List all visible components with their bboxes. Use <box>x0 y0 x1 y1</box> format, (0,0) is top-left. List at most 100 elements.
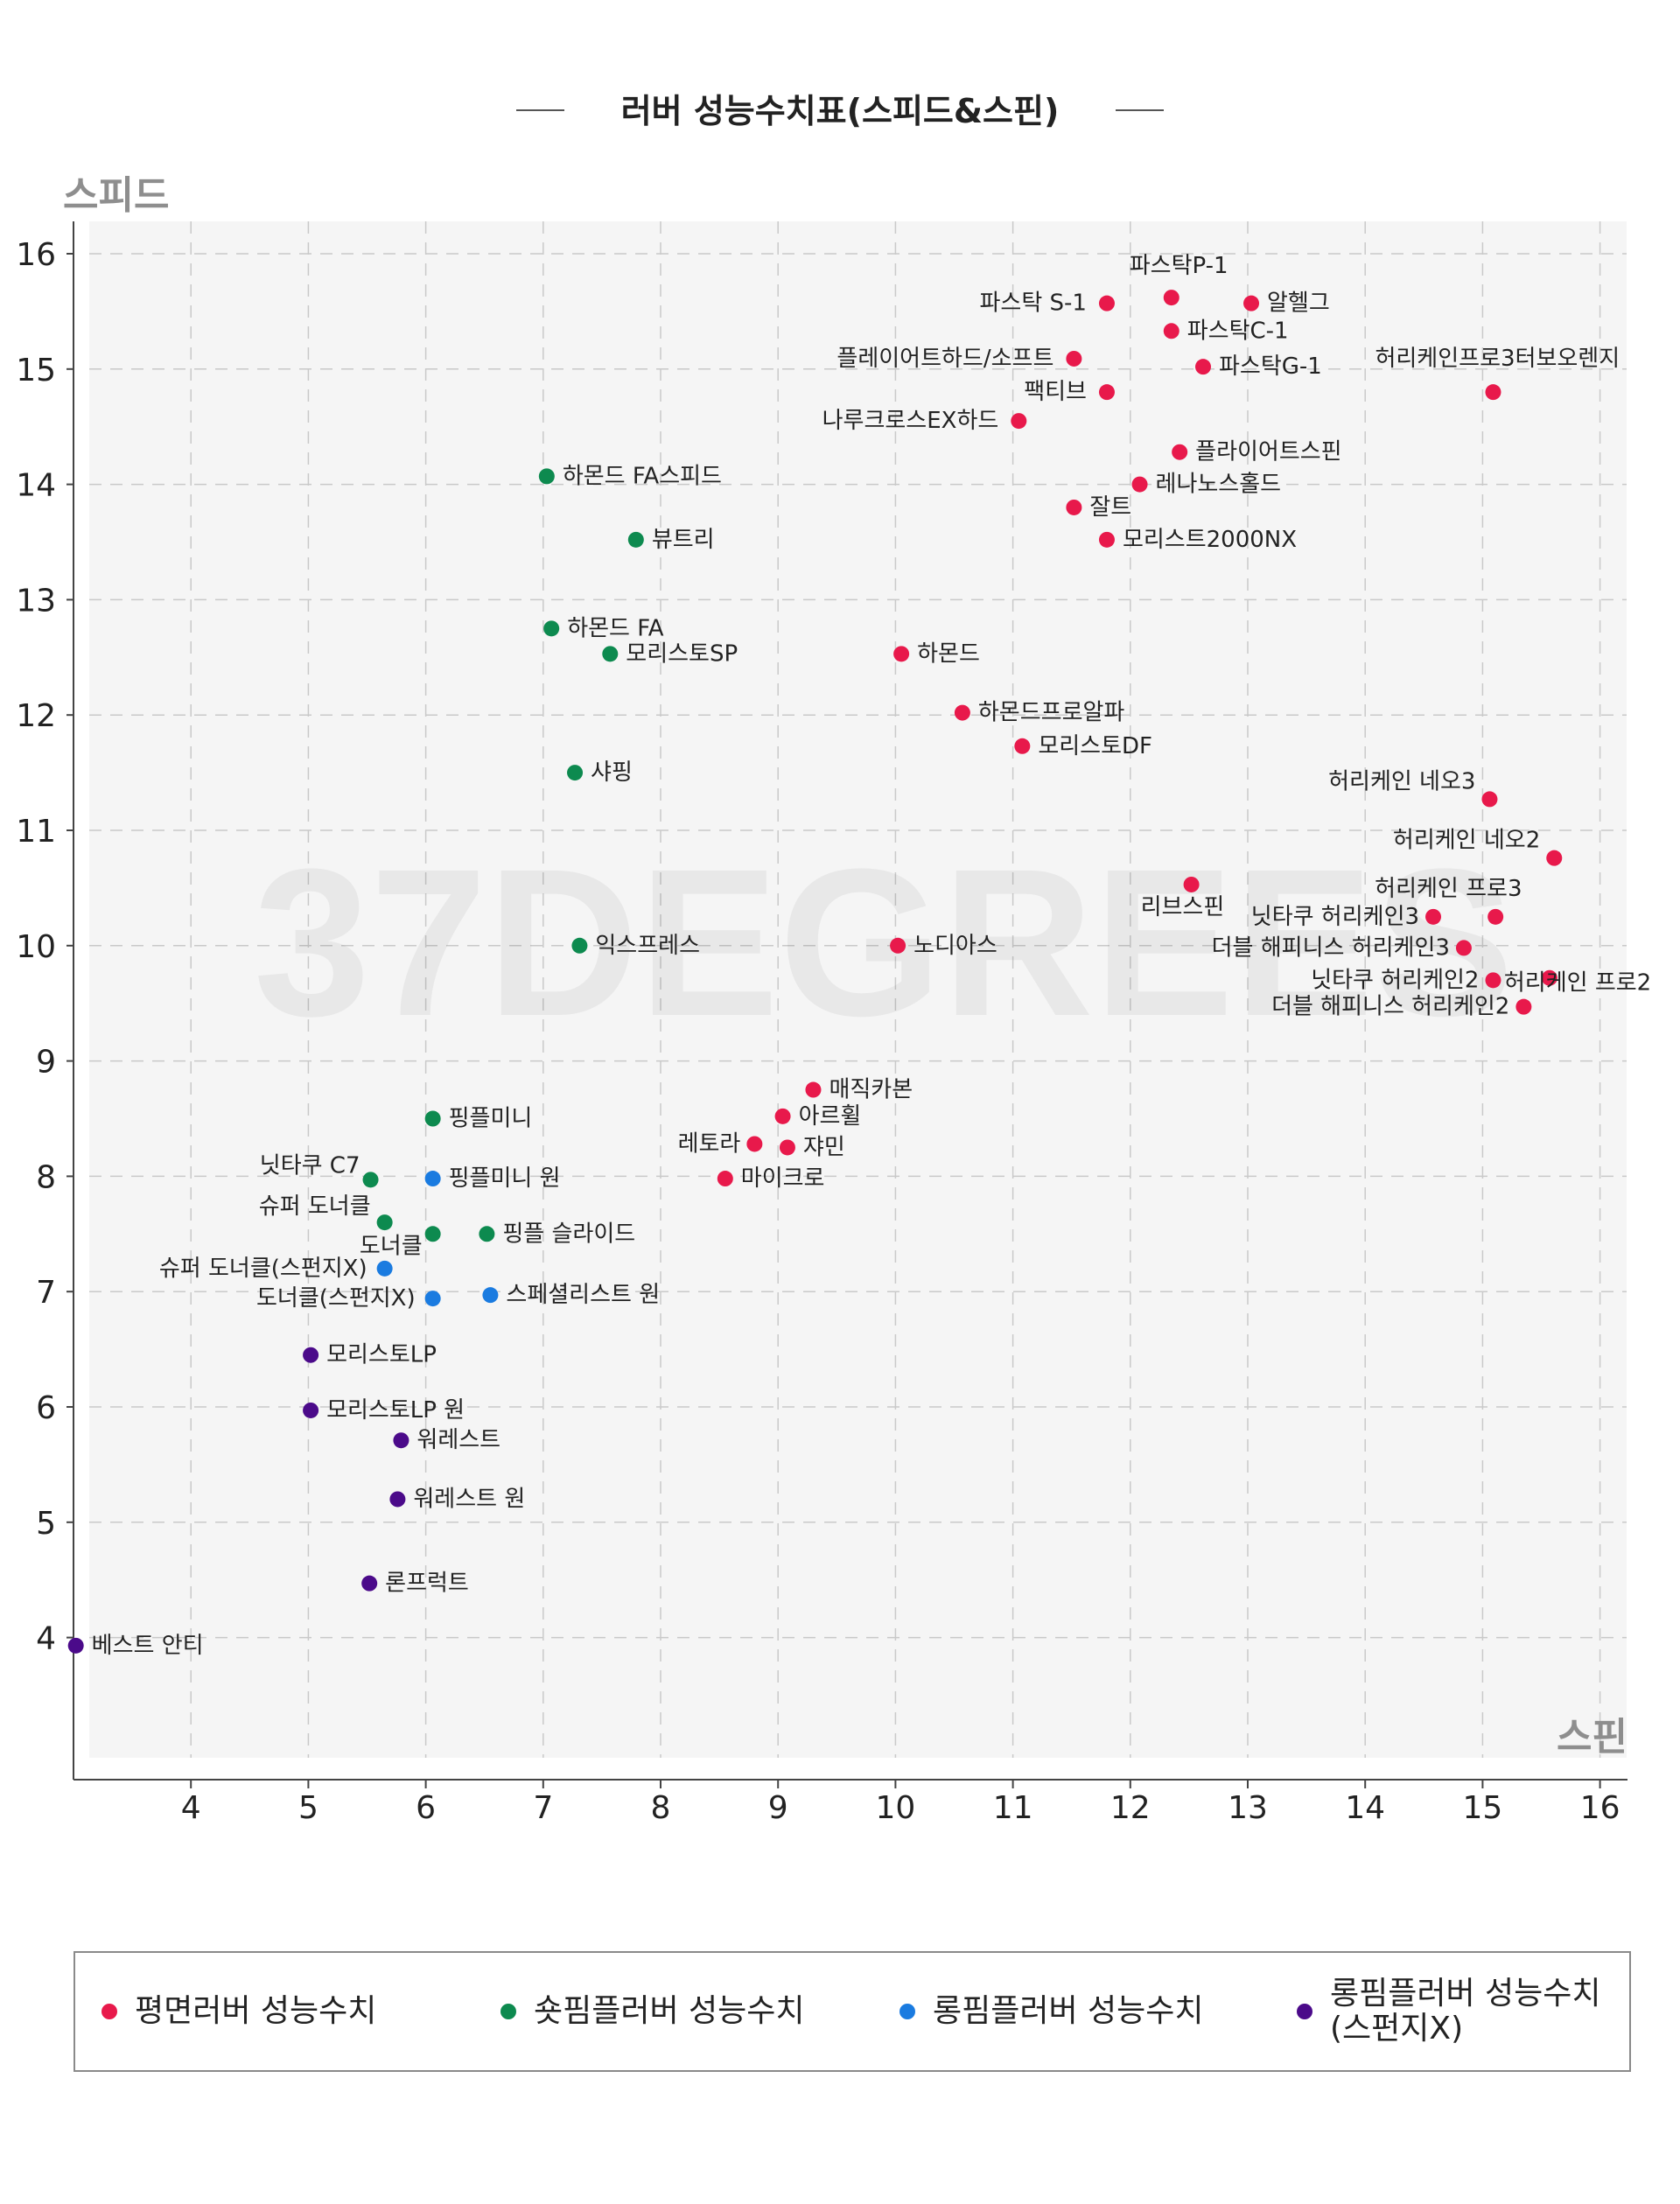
data-point <box>1425 908 1442 925</box>
data-point-label: 허리케인 네오2 <box>1393 828 1540 854</box>
data-point <box>1488 908 1504 925</box>
data-point-label: 더블 해피니스 허리케인3 <box>1212 934 1450 961</box>
x-tick-label: 4 <box>181 1790 201 1826</box>
data-point-label: 익스프레스 <box>595 933 700 959</box>
data-point-label: 슈퍼 도너클 <box>259 1193 371 1220</box>
x-axis-label: 스핀 <box>1557 1715 1628 1760</box>
y-tick-label: 16 <box>16 237 56 273</box>
x-tick-label: 6 <box>416 1790 436 1826</box>
x-tick-label: 16 <box>1580 1790 1620 1826</box>
x-tick-label: 7 <box>533 1790 553 1826</box>
data-point <box>376 1214 393 1231</box>
data-point-label: 워레스트 <box>416 1427 500 1453</box>
legend-marker-long-pimple <box>900 2004 915 2019</box>
data-point-label: 매직카본 <box>829 1077 913 1103</box>
x-tick-label: 12 <box>1110 1790 1151 1826</box>
data-point <box>1172 444 1188 460</box>
data-point-label: 하몬드 FA스피드 <box>563 463 722 489</box>
x-tick-label: 15 <box>1462 1790 1502 1826</box>
legend-item-long-pimple: 롱핌플러버 성능수치 <box>900 1994 1204 2029</box>
data-point-label: 핑플 슬라이드 <box>502 1221 635 1247</box>
legend-marker-flat-rubber <box>102 2004 117 2019</box>
chart-title-group: 러버 성능수치표(스피드&스핀) <box>516 92 1164 130</box>
data-point <box>954 704 970 721</box>
data-point-label: 허리케인 프로2 <box>1504 970 1651 997</box>
legend-label-long-pimple-no-sponge: 롱핌플러버 성능수치 (스펀지X) <box>1330 1976 1601 2047</box>
data-point-label: 닛타쿠 허리케인2 <box>1311 967 1479 993</box>
x-tick-label: 8 <box>651 1790 671 1826</box>
data-point <box>424 1291 441 1307</box>
data-point-label: 레토라 <box>678 1130 741 1157</box>
legend-label-short-pimple: 숏핌플러버 성능수치 <box>534 1993 805 2029</box>
data-point <box>1541 969 1558 986</box>
data-point <box>1098 384 1115 401</box>
data-point-label: 모리스토LP <box>326 1342 437 1368</box>
data-point <box>362 1172 379 1188</box>
data-point <box>1066 350 1082 367</box>
data-point <box>774 1108 791 1124</box>
data-point <box>1098 531 1115 548</box>
y-tick-label: 5 <box>36 1506 56 1542</box>
y-tick-label: 13 <box>16 583 56 619</box>
data-point-label: 파스탁P-1 <box>1130 253 1228 279</box>
x-tick-label: 11 <box>993 1790 1033 1826</box>
data-point <box>482 1287 499 1304</box>
y-tick-label: 8 <box>36 1159 56 1195</box>
data-point-label: 샤핑 <box>591 759 633 786</box>
data-point <box>361 1575 378 1592</box>
data-point <box>376 1260 393 1277</box>
data-point-label: 뷰트리 <box>652 527 715 553</box>
data-point <box>1485 384 1502 401</box>
y-tick-label: 10 <box>16 929 56 965</box>
data-point <box>567 765 584 781</box>
legend-item-long-pimple-no-sponge: 롱핌플러버 성능수치 (스펀지X) <box>1297 1977 1601 2047</box>
data-point-label: 파스탁 S-1 <box>980 290 1087 317</box>
data-point-label: 론프럭트 <box>385 1571 469 1597</box>
data-point-label: 핑플미니 <box>449 1106 533 1132</box>
legend-marker-short-pimple <box>500 2004 516 2019</box>
data-point <box>890 937 906 954</box>
data-point-label: 닛타쿠 허리케인3 <box>1251 904 1419 930</box>
data-point-label: 더블 해피니스 허리케인2 <box>1271 994 1509 1020</box>
y-tick-label: 11 <box>16 814 56 850</box>
legend: 평면러버 성능수치 숏핌플러버 성능수치 롱핌플러버 성능수치 롱핌플러버 성능… <box>74 1951 1631 2072</box>
data-point-label: 모리스토DF <box>1038 733 1152 759</box>
data-point <box>1098 295 1115 311</box>
x-tick-label: 10 <box>875 1790 915 1826</box>
data-point <box>303 1402 319 1418</box>
x-tick-label: 9 <box>768 1790 788 1826</box>
data-point-label: 알헬그 <box>1267 290 1330 317</box>
data-point-label: 모리스트2000NX <box>1123 527 1297 553</box>
data-point <box>1481 791 1498 808</box>
data-point <box>1163 323 1180 339</box>
data-point <box>1243 295 1260 311</box>
data-point <box>893 646 910 662</box>
data-point-label: 스페셜리스트 원 <box>506 1282 660 1308</box>
data-point <box>571 937 588 954</box>
data-point-label: 레나노스홀드 <box>1156 472 1282 498</box>
y-tick-label: 7 <box>36 1275 56 1311</box>
watermark: 37DEGREES <box>254 825 1515 1060</box>
data-point-label: 하몬드 <box>917 640 980 667</box>
data-point <box>1066 499 1082 515</box>
data-point <box>627 531 644 548</box>
y-tick-label: 9 <box>36 1045 56 1081</box>
data-point-label: 하몬드프로알파 <box>978 700 1125 726</box>
data-point-label: 쟈민 <box>803 1134 845 1160</box>
data-point-label: 팩티브 <box>1024 379 1087 405</box>
data-point-label: 마이크로 <box>741 1165 825 1192</box>
data-point-label: 아르휠 <box>799 1103 862 1130</box>
data-point <box>1014 738 1031 754</box>
data-point <box>602 646 619 662</box>
data-point-label: 모리스토SP <box>626 640 738 667</box>
data-point <box>1485 972 1502 989</box>
data-point-label: 도너클 <box>360 1233 423 1259</box>
chart-title: 러버 성능수치표(스피드&스핀) <box>621 92 1060 130</box>
legend-label-long-pimple: 롱핌플러버 성능수치 <box>933 1993 1204 2029</box>
data-point <box>389 1491 406 1508</box>
legend-marker-long-pimple-no-sponge <box>1297 2004 1312 2019</box>
data-point <box>1455 940 1472 956</box>
data-point <box>1546 850 1563 866</box>
data-point-label: 나루크로스EX하드 <box>822 408 999 434</box>
